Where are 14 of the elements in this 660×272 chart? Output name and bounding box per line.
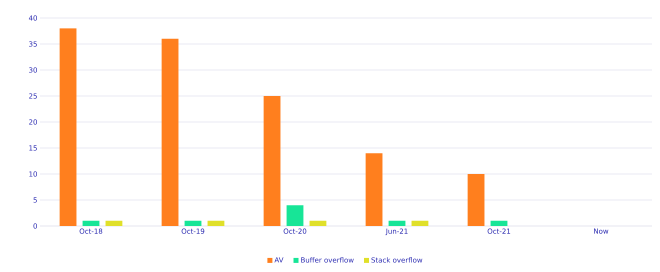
- bar: [208, 220, 224, 226]
- bar: [264, 96, 280, 226]
- bar: [412, 220, 428, 226]
- bar: [60, 28, 76, 226]
- bar: [310, 220, 326, 226]
- bar: [106, 220, 122, 226]
- bar: [468, 174, 484, 226]
- bar: [286, 205, 304, 226]
- bar: [490, 220, 508, 226]
- bar: [162, 38, 178, 226]
- bar: [388, 220, 406, 226]
- bar: [366, 153, 382, 226]
- bar: [82, 220, 100, 226]
- bar: [184, 220, 202, 226]
